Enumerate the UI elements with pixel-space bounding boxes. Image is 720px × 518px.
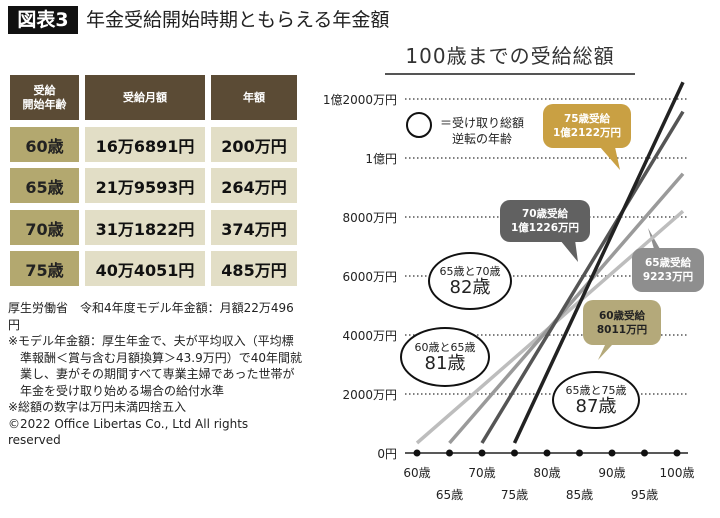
row-annual: 374万円 — [211, 210, 297, 245]
x-tick-dot — [543, 449, 551, 457]
callout-label: 75歳受給 — [563, 113, 611, 125]
chart-title: 100歳までの受給総額 — [385, 40, 635, 75]
x-tick-dot — [576, 449, 583, 457]
figure-badge: 図表3 — [8, 6, 78, 34]
legend-line: 逆転の年齢 — [452, 132, 513, 146]
y-tick-label: 1億円 — [365, 152, 397, 166]
x-tick-label: 90歳 — [598, 466, 625, 480]
row-age: 60歳 — [10, 127, 79, 162]
row-monthly: 40万4051円 — [85, 251, 205, 286]
x-tick-dot — [608, 449, 616, 457]
y-tick-label: 6000万円 — [342, 270, 397, 284]
header-monthly: 受給月額 — [85, 75, 205, 120]
annotation-65-70: 65歳と70歳 82歳 — [428, 252, 512, 310]
annotation-60-65: 60歳と65歳 81歳 — [400, 327, 490, 387]
annotation-age: 81歳 — [424, 352, 466, 374]
note-rounding: ※総額の数字は万円未満四捨五入 — [8, 400, 187, 414]
row-annual: 264万円 — [211, 168, 297, 203]
x-tick-dot — [478, 449, 486, 457]
x-tick-label: 95歳 — [631, 488, 658, 502]
callout-60: 60歳受給 8011万円 — [583, 300, 661, 345]
x-tick-dot — [673, 449, 681, 457]
annotation-65-75: 65歳と75歳 87歳 — [552, 371, 640, 429]
x-tick-label: 80歳 — [533, 466, 560, 480]
header-annual: 年額 — [211, 75, 297, 120]
callout-value: 9223万円 — [642, 271, 694, 283]
callout-65: 65歳受給 9223万円 — [632, 248, 704, 292]
row-age: 75歳 — [10, 251, 79, 286]
annotation-age: 87歳 — [575, 395, 617, 417]
annotation-pair: 60歳と65歳 — [414, 340, 476, 354]
callout-value: 1億2122万円 — [552, 127, 622, 139]
annotation-pair: 65歳と75歳 — [565, 383, 627, 397]
callout-tail — [598, 345, 612, 360]
callout-70: 70歳受給 1億1226万円 — [500, 200, 590, 242]
y-tick-label: 1億2000万円 — [323, 93, 397, 107]
series-line-70 — [480, 110, 685, 444]
page-title: 年金受給開始時期ともらえる年金額 — [86, 9, 390, 31]
x-tick-label: 65歳 — [436, 488, 463, 502]
callout-tail — [600, 147, 620, 170]
series-line-65 — [448, 172, 685, 445]
annotation-age: 82歳 — [449, 276, 491, 298]
notes: 厚生労働省 令和4年度モデル年金額：月額22万496円 ※モデル年金額：厚生年金… — [8, 300, 304, 449]
callout-tail — [560, 240, 578, 262]
row-age: 65歳 — [10, 168, 79, 203]
row-monthly: 31万1822円 — [85, 210, 205, 245]
y-tick-label: 2000万円 — [342, 388, 397, 402]
callout-label: 60歳受給 — [598, 309, 646, 322]
x-tick-label: 85歳 — [566, 488, 593, 502]
copyright: ©2022 Office Libertas Co., Ltd All right… — [8, 416, 249, 448]
x-tick-label: 60歳 — [403, 466, 430, 480]
annotation-pair: 65歳と70歳 — [439, 264, 501, 278]
x-tick-dot — [511, 449, 518, 457]
callout-75: 75歳受給 1億2122万円 — [543, 104, 631, 148]
x-tick-label: 75歳 — [501, 488, 528, 502]
x-tick-dot — [446, 449, 453, 457]
legend-line: ＝受け取り総額 — [440, 116, 525, 130]
row-annual: 485万円 — [211, 251, 297, 286]
header-start-age: 受給 開始年齢 — [10, 75, 79, 120]
callout-value: 8011万円 — [596, 323, 648, 336]
note-model: ※モデル年金額：厚生年金で、夫が平均収入（平均標準報酬＜賞与含む月額換算＞43.… — [8, 334, 302, 398]
note-source: 厚生労働省 令和4年度モデル年金額：月額22万496円 — [8, 301, 294, 332]
callout-label: 70歳受給 — [521, 208, 569, 220]
row-annual: 200万円 — [211, 127, 297, 162]
x-tick-dot — [413, 449, 421, 457]
legend-circle-icon — [406, 112, 432, 138]
callout-value: 1億1226万円 — [510, 222, 580, 234]
y-tick-label: 4000万円 — [342, 329, 397, 343]
row-monthly: 16万6891円 — [85, 127, 205, 162]
y-tick-label: 8000万円 — [342, 211, 397, 225]
row-monthly: 21万9593円 — [85, 168, 205, 203]
callout-label: 65歳受給 — [644, 257, 692, 269]
y-tick-label: 0円 — [377, 447, 397, 461]
row-age: 70歳 — [10, 210, 79, 245]
x-tick-label: 70歳 — [468, 466, 495, 480]
series-line-75 — [512, 81, 685, 444]
legend-text: ＝受け取り総額 逆転の年齢 — [440, 115, 524, 147]
x-tick-label: 100歳 — [660, 466, 695, 480]
x-tick-dot — [641, 449, 648, 457]
